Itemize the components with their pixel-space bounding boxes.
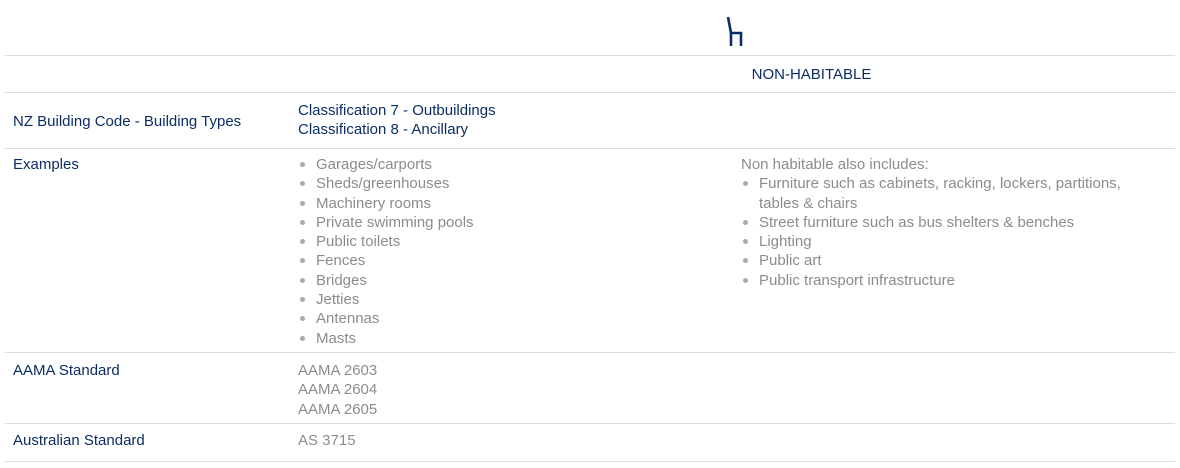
header-row: NON-HABITABLE: [5, 56, 1175, 93]
list-item: Bridges: [298, 271, 474, 290]
comparison-table: NON-HABITABLE NZ Building Code - Buildin…: [5, 0, 1175, 462]
list-item: Lighting: [741, 232, 1161, 251]
list-item: Sheds/greenhouses: [298, 174, 474, 193]
row-examples: Examples Garages/carports Sheds/greenhous…: [5, 149, 1175, 353]
row-aama: AAMA Standard AAMA 2603 AAMA 2604 AAMA 2…: [5, 353, 1175, 424]
list-item: Public art: [741, 251, 1161, 270]
row-label: Examples: [13, 156, 79, 173]
list-item: Public transport infrastructure: [741, 271, 1161, 290]
list-item: Furniture such as cabinets, racking, loc…: [741, 174, 1161, 213]
also-intro: Non habitable also includes:: [741, 156, 929, 173]
standard-value: AAMA 2604: [298, 381, 378, 399]
chair-icon: [726, 16, 743, 46]
row-label: NZ Building Code - Building Types: [13, 113, 242, 130]
list-item: Fences: [298, 251, 474, 270]
standard-value: AS 3715: [298, 432, 356, 449]
standard-value: AAMA 2603: [298, 362, 378, 379]
list-item: Machinery rooms: [298, 194, 474, 213]
list-item: Public toilets: [298, 232, 474, 251]
column-title: NON-HABITABLE: [751, 66, 872, 83]
list-item: Masts: [298, 329, 474, 348]
row-building-types: NZ Building Code - Building Types Classi…: [5, 93, 1175, 149]
list-item: Jetties: [298, 290, 474, 309]
also-list: Furniture such as cabinets, racking, loc…: [741, 174, 1161, 290]
classification-7: Classification 7 - Outbuildings: [298, 102, 496, 119]
list-item: Private swimming pools: [298, 213, 474, 232]
row-label: Australian Standard: [13, 432, 145, 449]
examples-list: Garages/carports Sheds/greenhouses Machine…: [298, 155, 474, 348]
list-item: Garages/carports: [298, 155, 474, 174]
row-australian: Australian Standard AS 3715: [5, 424, 1175, 462]
row-label: AAMA Standard: [13, 362, 120, 379]
list-item: Street furniture such as bus shelters & …: [741, 213, 1161, 232]
standard-value: AAMA 2605: [298, 400, 378, 418]
icon-row: [5, 0, 1175, 56]
classification-8: Classification 8 - Ancillary: [298, 121, 469, 139]
list-item: Antennas: [298, 309, 474, 328]
